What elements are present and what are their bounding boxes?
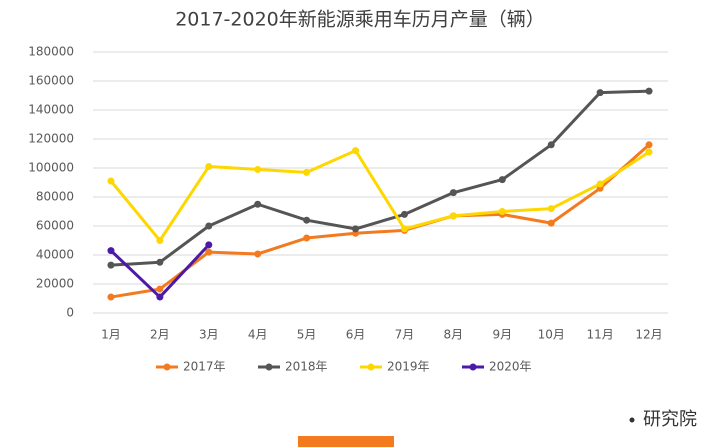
y-tick-label: 100000 xyxy=(28,161,74,175)
point xyxy=(645,141,653,149)
x-tick-label: 7月 xyxy=(395,328,415,342)
point xyxy=(596,89,604,97)
y-tick-label: 120000 xyxy=(28,132,74,146)
y-tick-label: 140000 xyxy=(28,103,74,117)
x-tick-label: 12月 xyxy=(635,328,662,342)
point xyxy=(400,210,408,218)
point xyxy=(205,222,213,230)
point xyxy=(645,87,653,95)
legend-marker xyxy=(469,363,477,371)
chart-title: 2017-2020年新能源乘用车历月产量（辆） xyxy=(175,9,545,31)
point xyxy=(107,247,115,255)
point xyxy=(205,248,213,256)
point xyxy=(547,205,555,213)
series-line xyxy=(109,149,650,242)
point xyxy=(107,261,115,269)
x-tick-label: 10月 xyxy=(538,328,565,342)
x-tick-label: 5月 xyxy=(297,328,317,342)
point xyxy=(449,212,457,220)
y-tick-label: 180000 xyxy=(28,45,74,59)
legend-label: 2017年 xyxy=(183,360,226,374)
y-tick-label: 60000 xyxy=(36,219,74,233)
legend-label: 2019年 xyxy=(387,360,430,374)
series-line xyxy=(110,143,651,299)
footer-bar xyxy=(298,436,394,447)
point xyxy=(498,176,506,184)
legend-marker xyxy=(367,363,375,371)
point xyxy=(352,225,360,233)
point xyxy=(303,168,311,176)
point xyxy=(547,219,555,227)
y-tick-label: 160000 xyxy=(28,74,74,88)
point xyxy=(205,241,213,249)
point xyxy=(303,216,311,224)
point xyxy=(254,250,262,258)
x-tick-label: 4月 xyxy=(248,328,268,342)
point xyxy=(498,208,506,215)
point xyxy=(156,258,164,266)
point xyxy=(400,225,408,233)
point xyxy=(547,141,555,149)
y-tick-label: 80000 xyxy=(36,190,74,204)
point xyxy=(254,200,262,208)
brand-dot xyxy=(629,417,635,423)
point xyxy=(156,285,164,293)
point xyxy=(645,148,653,156)
point xyxy=(156,237,164,244)
point xyxy=(205,163,213,171)
y-tick-label: 0 xyxy=(66,306,74,320)
x-tick-label: 9月 xyxy=(492,328,512,342)
point xyxy=(596,180,604,188)
y-tick-label: 20000 xyxy=(36,277,74,291)
x-tick-label: 11月 xyxy=(586,328,613,342)
point xyxy=(352,147,360,155)
x-tick-label: 1月 xyxy=(101,328,121,342)
y-tick-label: 40000 xyxy=(36,248,74,262)
x-tick-label: 3月 xyxy=(199,328,219,342)
x-tick-label: 8月 xyxy=(444,328,464,342)
point xyxy=(254,165,262,173)
point xyxy=(107,293,115,301)
x-tick-label: 2月 xyxy=(150,328,170,342)
legend-label: 2020年 xyxy=(489,360,532,374)
point xyxy=(156,293,164,301)
point xyxy=(107,177,115,185)
legend-label: 2018年 xyxy=(285,360,328,374)
series-line xyxy=(110,89,650,267)
point xyxy=(449,189,457,197)
brand: 研究院 xyxy=(643,409,697,430)
legend-marker xyxy=(163,363,171,371)
x-tick-label: 6月 xyxy=(346,328,366,342)
legend-marker xyxy=(265,363,273,371)
point xyxy=(303,234,311,242)
